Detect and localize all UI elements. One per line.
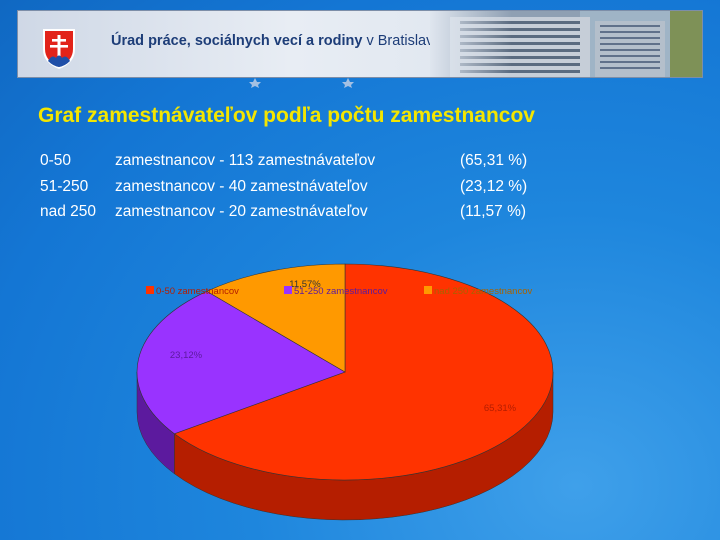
summary-range: 0-50 <box>40 152 72 169</box>
summary-count: zamestnancov - 40 zamestnávateľov <box>115 178 368 195</box>
header-banner: Úrad práce, sociálnych vecí a rodiny v B… <box>17 10 703 78</box>
summary-range: nad 250 <box>40 203 97 220</box>
chart-legend: 0-50 zamestnancov 51-250 zamestnancov nad … <box>146 286 532 297</box>
summary-percent: (23,12 %) <box>460 178 528 195</box>
summary-range: 51-250 <box>40 178 89 195</box>
pie-slice <box>136 290 346 435</box>
header-title: Úrad práce, sociálnych vecí a rodiny v B… <box>111 33 441 49</box>
summary-count: zamestnancov - 20 zamestnávateľov <box>115 203 368 220</box>
pie-data-label: 65,31% <box>484 403 517 414</box>
legend-swatch <box>424 286 432 294</box>
header-title-city: v Bratislave <box>366 33 442 49</box>
pie-slice <box>173 263 554 481</box>
legend-label: nad 250 zamestnancov <box>434 286 532 297</box>
summary-percent: (65,31 %) <box>460 152 528 169</box>
pie-slice <box>206 263 346 373</box>
page-heading: Graf zamestnávateľov podľa počtu zamestn… <box>38 104 535 127</box>
slovak-coat-of-arms-icon <box>43 29 75 69</box>
legend-swatch <box>284 286 292 294</box>
pie-data-label: 11,57% <box>289 279 321 290</box>
legend-swatch <box>146 286 154 294</box>
summary-count: zamestnancov - 113 zamestnávateľov <box>115 152 376 169</box>
pie-data-label: 23,12% <box>170 350 203 361</box>
eu-stars-decoration <box>249 78 354 88</box>
header-title-main: Úrad práce, sociálnych vecí a rodiny <box>111 33 363 49</box>
pie-tops <box>136 263 554 481</box>
legend-label: 0-50 zamestnancov <box>156 286 239 297</box>
office-building-image <box>430 11 702 77</box>
summary-percent: (11,57 %) <box>460 203 527 220</box>
legend-label: 51-250 zamestnancov <box>294 286 388 297</box>
